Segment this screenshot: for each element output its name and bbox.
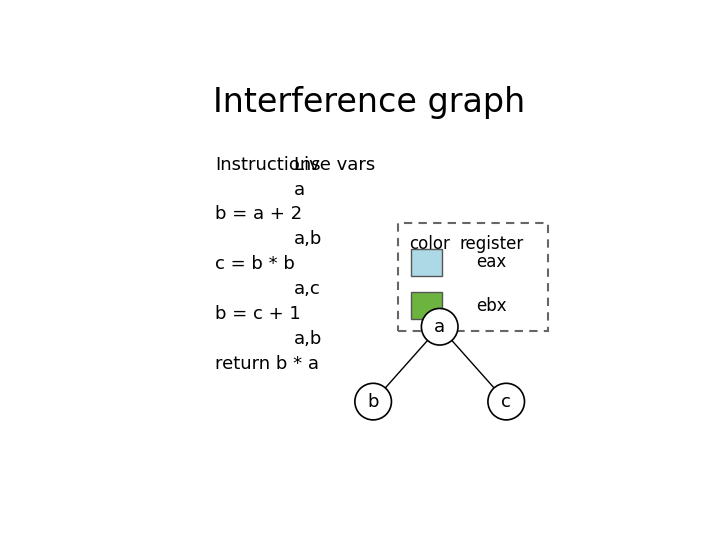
Circle shape bbox=[421, 308, 458, 345]
Text: a,c: a,c bbox=[294, 280, 321, 298]
Text: a: a bbox=[434, 318, 445, 336]
Text: Instructions: Instructions bbox=[215, 156, 321, 173]
Text: a,b: a,b bbox=[294, 231, 323, 248]
Text: b = c + 1: b = c + 1 bbox=[215, 305, 301, 323]
Text: ebx: ebx bbox=[477, 297, 507, 315]
Bar bbox=[410, 249, 442, 276]
Text: b: b bbox=[367, 393, 379, 410]
Text: eax: eax bbox=[477, 253, 507, 271]
Text: color: color bbox=[409, 235, 450, 253]
Text: return b * a: return b * a bbox=[215, 355, 319, 373]
Text: c = b * b: c = b * b bbox=[215, 255, 295, 273]
FancyBboxPatch shape bbox=[398, 223, 548, 331]
Text: Interference graph: Interference graph bbox=[213, 85, 525, 119]
Text: register: register bbox=[459, 235, 523, 253]
Text: Live vars: Live vars bbox=[294, 156, 375, 173]
Text: c: c bbox=[501, 393, 511, 410]
Text: a: a bbox=[294, 180, 305, 199]
Text: a,b: a,b bbox=[294, 330, 323, 348]
Circle shape bbox=[355, 383, 392, 420]
Bar bbox=[410, 293, 442, 320]
Circle shape bbox=[488, 383, 524, 420]
Text: b = a + 2: b = a + 2 bbox=[215, 206, 302, 224]
